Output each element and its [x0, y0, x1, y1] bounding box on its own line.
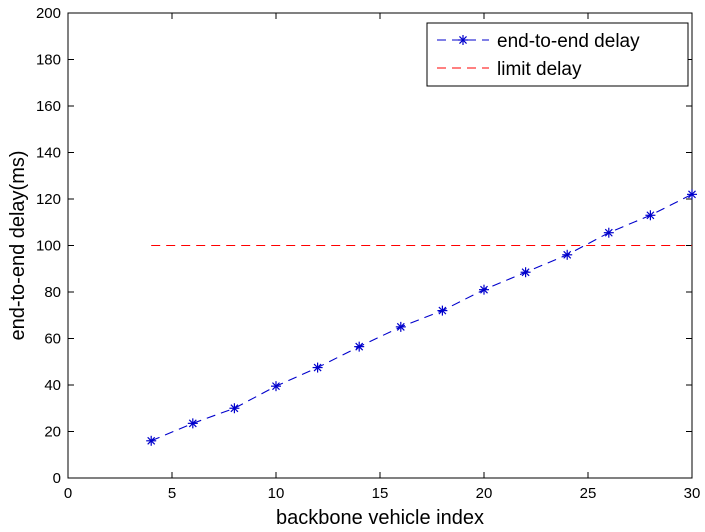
y-axis-title: end-to-end delay(ms)	[7, 150, 29, 340]
data-point-end-to-end-delay	[520, 267, 531, 278]
data-point-end-to-end-delay	[479, 284, 489, 295]
legend-label-end-to-end-delay: end-to-end delay	[497, 31, 640, 52]
data-point-end-to-end-delay	[603, 227, 614, 238]
x-tick-label: 20	[476, 485, 493, 502]
x-tick-label: 25	[580, 485, 597, 502]
y-tick-label: 120	[36, 191, 61, 208]
y-tick-label: 40	[44, 377, 61, 394]
y-tick-label: 0	[53, 470, 61, 487]
y-tick-label: 140	[36, 145, 61, 162]
data-point-end-to-end-delay	[187, 418, 198, 429]
y-tick-label: 80	[44, 284, 61, 301]
x-tick-label: 5	[168, 485, 176, 502]
y-tick-label: 200	[36, 5, 61, 22]
data-point-end-to-end-delay	[687, 189, 697, 200]
legend-box	[426, 22, 689, 87]
x-axis-ticks: 0 5 10 15 20 25 30	[64, 13, 701, 502]
y-axis-ticks: 0 20 40 60 80 100 120 140 160 180 200	[36, 5, 692, 487]
data-point-end-to-end-delay	[354, 341, 365, 352]
y-tick-label: 100	[36, 238, 61, 255]
x-tick-label: 15	[372, 485, 389, 502]
series-line-end-to-end-delay	[150, 193, 693, 442]
x-tick-label: 0	[64, 485, 72, 502]
y-tick-label: 60	[44, 331, 61, 348]
plot-series	[146, 189, 697, 446]
data-point-end-to-end-delay	[645, 210, 656, 221]
legend-marker-end-to-end-delay	[458, 35, 468, 45]
x-axis-title: backbone vehicle index	[276, 507, 484, 529]
y-tick-label: 160	[36, 98, 61, 115]
data-point-end-to-end-delay	[271, 381, 281, 392]
data-point-end-to-end-delay	[395, 321, 406, 332]
data-point-end-to-end-delay	[437, 305, 448, 316]
y-tick-label: 20	[44, 424, 61, 441]
data-point-end-to-end-delay	[312, 362, 323, 373]
legend: end-to-end delay limit delay	[426, 22, 689, 87]
data-point-end-to-end-delay	[229, 403, 240, 414]
y-tick-label: 180	[36, 52, 61, 69]
data-point-end-to-end-delay	[146, 435, 157, 446]
x-tick-label: 10	[268, 485, 285, 502]
x-tick-label: 30	[684, 485, 701, 502]
data-point-end-to-end-delay	[562, 249, 573, 260]
legend-label-limit-delay: limit delay	[497, 59, 582, 80]
